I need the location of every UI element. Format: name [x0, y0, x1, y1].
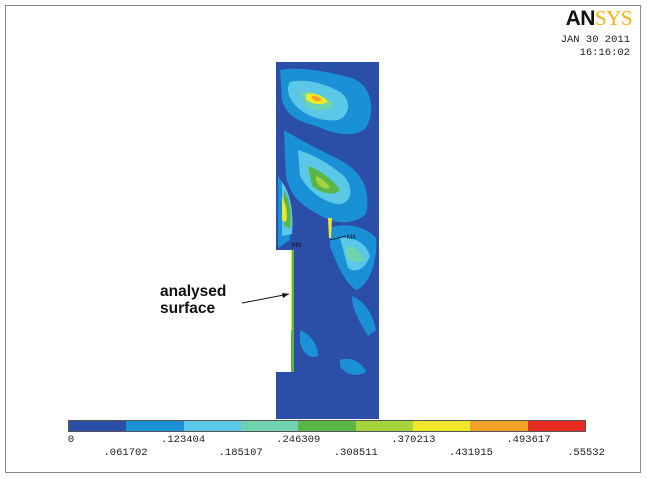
legend-segment	[126, 421, 184, 431]
legend-label-top: .493617	[506, 434, 551, 446]
legend-segment	[412, 421, 471, 431]
ansys-logo: ANSYS	[565, 6, 633, 30]
annotation-line-2: surface	[160, 300, 216, 317]
annotation-arrow	[241, 293, 290, 304]
legend-label-bottom: .308511	[333, 447, 378, 459]
date-label: JAN 30 2011	[560, 34, 630, 46]
legend-label-bottom: .55532	[567, 447, 605, 459]
legend-label-top: 0	[67, 434, 75, 446]
legend-label-bottom: .431915	[448, 447, 493, 459]
logo-text-an: AN	[565, 7, 596, 30]
legend-segment	[470, 421, 528, 431]
annotation-arrowhead	[282, 293, 289, 298]
legend-label-top: .370213	[391, 434, 436, 446]
legend-segment	[298, 421, 356, 431]
annotation-line-1: analysed	[160, 283, 227, 300]
time-label: 16:16:02	[579, 47, 630, 59]
annotation-label: analysed surface	[160, 283, 226, 317]
legend-segment	[240, 421, 299, 431]
legend-segment	[69, 421, 127, 431]
legend-label-top: .246309	[276, 434, 321, 446]
legend-segment	[355, 421, 413, 431]
max-marker-line	[329, 235, 347, 241]
max-node-marker: MX	[347, 235, 356, 241]
min-node-marker: MN	[292, 243, 301, 249]
logo-text-sys: SYS	[594, 6, 633, 30]
contour-field	[278, 68, 377, 375]
legend-label-bottom: .061702	[103, 447, 148, 459]
legend-segment	[527, 421, 585, 431]
legend-label-bottom: .185107	[218, 447, 263, 459]
legend-label-top: .123404	[161, 434, 206, 446]
color-legend-bar	[68, 420, 586, 432]
legend-segment	[183, 421, 241, 431]
